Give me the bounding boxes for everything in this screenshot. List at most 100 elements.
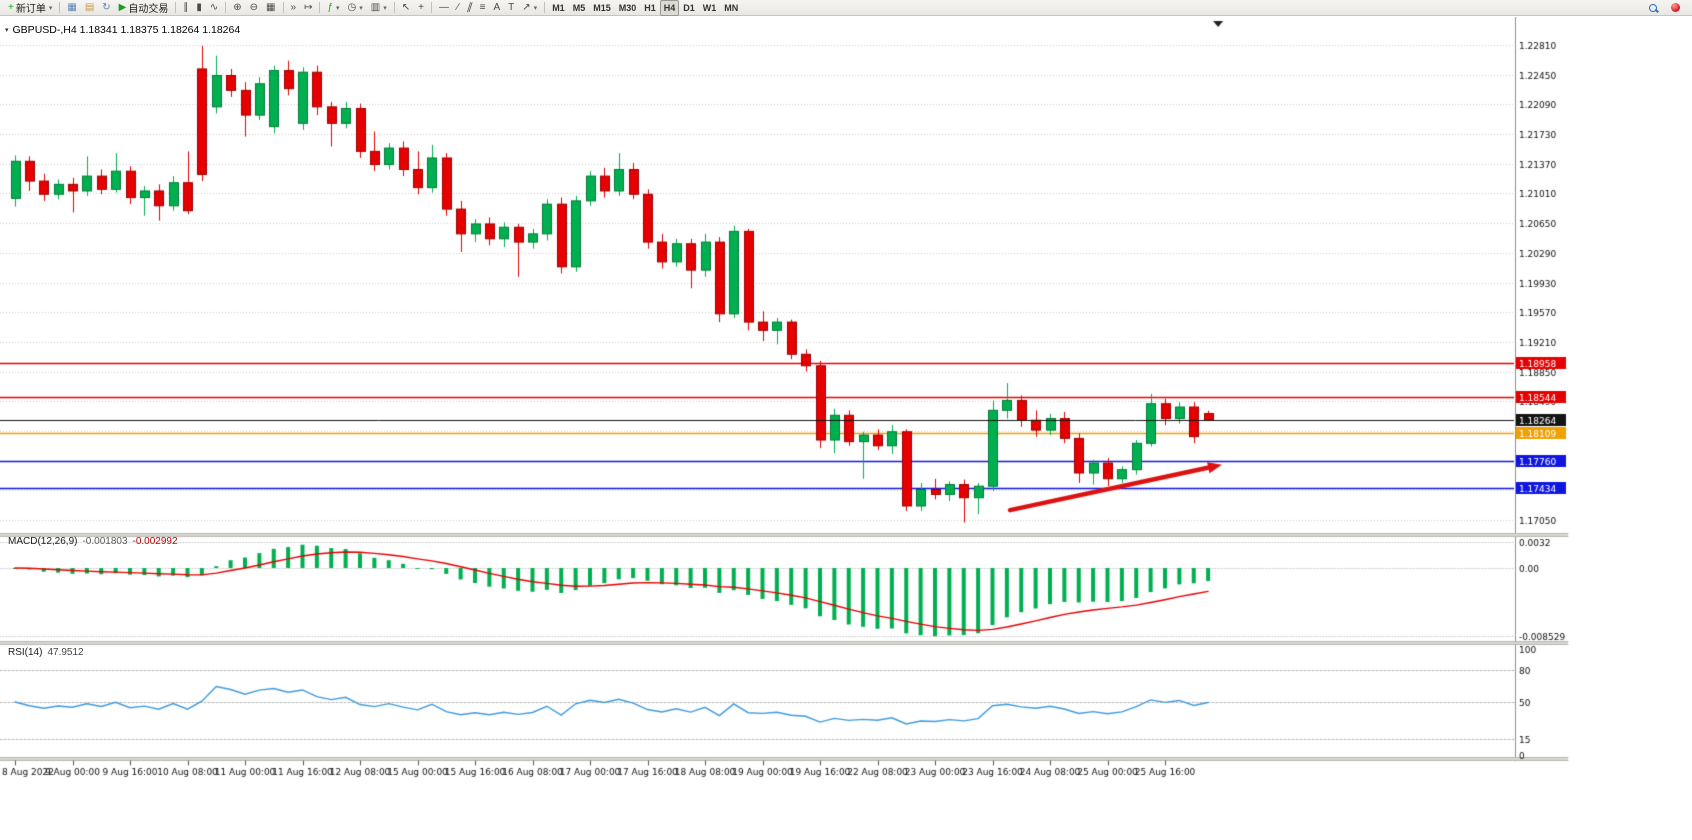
- search-icon: [1649, 3, 1657, 12]
- periods-icon: ◷: [347, 1, 357, 13]
- toolbar-separator: [282, 2, 284, 13]
- timeframe-d1-button[interactable]: D1: [679, 0, 699, 16]
- autotrading-label: 自动交易: [128, 4, 169, 15]
- chart-title: ▾ GBPUSD-,H4 1.18341 1.18375 1.18264 1.1…: [5, 24, 240, 36]
- toolbar-separator: [175, 2, 177, 13]
- new-order-button[interactable]: + 新订单 ▾: [4, 0, 56, 16]
- channel-tool-icon: ∥: [465, 1, 474, 13]
- macd-signal-value: -0.002992: [132, 536, 178, 547]
- chart-shift-button[interactable]: ↦: [300, 0, 316, 16]
- chart-windows-button[interactable]: ▦: [63, 0, 80, 16]
- refresh-button[interactable]: ↻: [98, 0, 114, 16]
- horizontal-line-tool-button[interactable]: ―: [435, 0, 453, 16]
- timeframe-m1-button[interactable]: M1: [548, 0, 569, 16]
- bar-chart-mode-button[interactable]: ∥: [179, 0, 192, 16]
- zoom-in-icon: ⊕: [233, 1, 242, 13]
- timeframe-m30-button[interactable]: M30: [615, 0, 641, 16]
- label-tool-button[interactable]: T: [504, 0, 518, 16]
- trendline-tool-button[interactable]: ∕: [453, 0, 463, 16]
- timeframe-m5-button[interactable]: M5: [569, 0, 590, 16]
- toolbar-separator: [393, 2, 395, 13]
- timeframe-w1-label: W1: [702, 2, 717, 13]
- timeframe-mn-button[interactable]: MN: [720, 0, 742, 16]
- alerts-icon: [1671, 3, 1680, 12]
- tile-windows-icon: ▦: [266, 1, 276, 13]
- chevron-down-icon: ▾: [336, 4, 340, 12]
- chevron-down-icon: ▾: [533, 4, 538, 12]
- text-tool-icon: A: [493, 1, 501, 13]
- auto-scroll-icon: »: [290, 1, 297, 13]
- rsi-label: RSI(14) 47.9512: [8, 647, 84, 658]
- crosshair-icon: +: [418, 1, 424, 13]
- zoom-out-button[interactable]: ⊖: [246, 0, 262, 16]
- channel-tool-button[interactable]: ∥: [463, 0, 476, 16]
- line-chart-mode-button[interactable]: ∿: [206, 0, 222, 16]
- label-tool-icon: T: [508, 1, 515, 13]
- toolbar-separator: [430, 2, 432, 13]
- fibonacci-tool-icon: ≡: [479, 1, 486, 13]
- autotrading-button[interactable]: ▶ 自动交易: [115, 0, 173, 16]
- candlestick-mode-button[interactable]: ▮: [192, 0, 206, 16]
- indicators-list-button[interactable]: ƒ ▾: [323, 0, 343, 16]
- toolbar-separator: [544, 2, 546, 13]
- timeframe-m15-label: M15: [593, 2, 611, 13]
- bar-chart-mode-icon: ∥: [183, 1, 189, 13]
- timeframe-mn-label: MN: [724, 2, 739, 13]
- line-chart-mode-icon: ∿: [209, 1, 219, 13]
- timeframe-h4-button[interactable]: H4: [659, 0, 680, 16]
- timeframe-w1-button[interactable]: W1: [699, 0, 721, 16]
- chart-title-text: GBPUSD-,H4 1.18341 1.18375 1.18264 1.182…: [12, 24, 241, 36]
- templates-icon: ▥: [370, 1, 381, 13]
- cursor-button[interactable]: ↖: [398, 0, 414, 16]
- text-tool-button[interactable]: A: [490, 0, 505, 16]
- periods-button[interactable]: ◷ ▾: [344, 0, 367, 16]
- rsi-name: RSI(14): [8, 647, 43, 658]
- timeframe-h1-label: H1: [644, 2, 656, 13]
- toolbar-separator: [225, 2, 227, 13]
- chevron-down-icon: ▾: [48, 4, 53, 12]
- timeframe-m15-button[interactable]: M15: [589, 0, 615, 16]
- macd-main-value: -0.001803: [82, 536, 128, 547]
- rsi-value: 47.9512: [47, 647, 84, 658]
- search-button[interactable]: [1645, 0, 1661, 16]
- zoom-out-icon: ⊖: [249, 1, 259, 13]
- toolbar: + 新订单 ▾ ▦ ▤ ↻ ▶ 自动交易 ∥ ▮ ∿ ⊕ ⊖ ▦» ↦ ƒ ▾ ◷ ▾ ▥ ▾ ↖ + ― ∕ ∥ ≡ A T ↗ ▾ M1 M…: [0, 0, 1692, 16]
- toolbar-separator: [59, 2, 61, 13]
- timeframe-m30-label: M30: [618, 2, 637, 13]
- toolbar-separator: [319, 2, 321, 13]
- arrow-objects-button[interactable]: ↗ ▾: [518, 0, 541, 16]
- crosshair-button[interactable]: +: [414, 0, 428, 16]
- autotrading-icon: ▶: [118, 1, 127, 13]
- fibonacci-tool-button[interactable]: ≡: [476, 0, 490, 16]
- chart-canvas[interactable]: [0, 17, 1692, 840]
- chart-window: ▾ GBPUSD-,H4 1.18341 1.18375 1.18264 1.1…: [0, 17, 1692, 840]
- profiles-button[interactable]: ▤: [81, 0, 98, 16]
- zoom-in-button[interactable]: ⊕: [229, 0, 245, 16]
- arrow-objects-icon: ↗: [522, 1, 531, 13]
- chart-shift-icon: ↦: [304, 1, 313, 13]
- timeframe-m1-label: M1: [552, 2, 565, 13]
- candlestick-mode-icon: ▮: [196, 1, 202, 13]
- chevron-down-icon: ▾: [359, 4, 363, 12]
- new-order-label: 新订单: [15, 4, 46, 15]
- collapse-triangle-icon: ▾: [5, 27, 9, 34]
- macd-name: MACD(12,26,9): [8, 536, 78, 547]
- trendline-tool-icon: ∕: [456, 1, 459, 13]
- horizontal-line-tool-icon: ―: [438, 1, 449, 13]
- indicators-list-icon: ƒ: [327, 1, 334, 13]
- timeframe-d1-label: D1: [683, 2, 695, 13]
- toolbar-right-group: [1645, 0, 1688, 16]
- tile-windows-button[interactable]: ▦: [262, 0, 279, 16]
- alerts-button[interactable]: [1667, 0, 1684, 16]
- refresh-icon: ↻: [102, 1, 111, 13]
- timeframe-m5-label: M5: [572, 2, 586, 13]
- cursor-icon: ↖: [401, 1, 411, 13]
- timeframe-h1-button[interactable]: H1: [640, 0, 660, 16]
- auto-scroll-button[interactable]: »: [287, 0, 301, 16]
- profiles-icon: ▤: [84, 1, 95, 13]
- chart-windows-icon: ▦: [67, 1, 77, 13]
- timeframe-h4-label: H4: [663, 2, 676, 13]
- templates-button[interactable]: ▥ ▾: [367, 0, 391, 16]
- macd-label: MACD(12,26,9) -0.001803 -0.002992: [8, 536, 178, 547]
